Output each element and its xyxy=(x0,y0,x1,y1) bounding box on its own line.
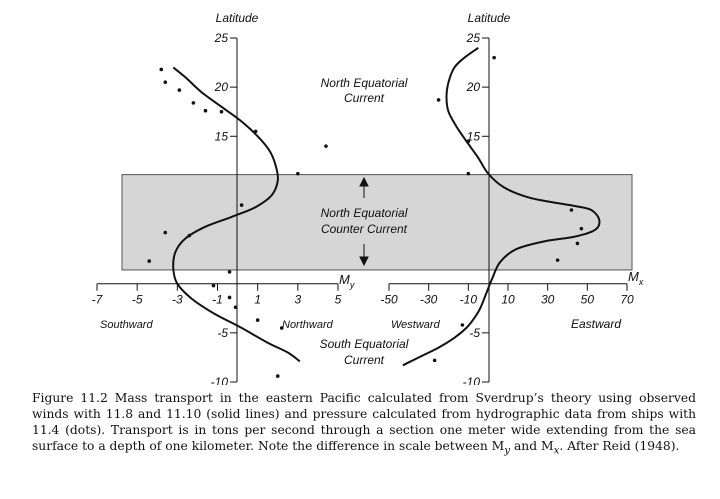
mx-axis-label: Mx xyxy=(628,269,644,287)
my-x-tick-label: 1 xyxy=(254,293,261,307)
counter-current-band xyxy=(121,174,633,271)
my-y-tick-label: 25 xyxy=(214,31,229,45)
my-y-tick-label: -10 xyxy=(211,375,229,385)
my-data-point xyxy=(324,144,328,148)
counter-current-line1: North Equatorial xyxy=(321,206,408,220)
mx-x-tick-label: -50 xyxy=(380,293,398,307)
my-data-point xyxy=(219,109,224,114)
mx-x-tick-label: 50 xyxy=(581,293,595,307)
my-data-point xyxy=(239,203,244,207)
counter-current-line2: Counter Current xyxy=(321,222,408,236)
westward-label: Westward xyxy=(391,319,441,331)
my-data-point xyxy=(163,80,168,85)
mx-x-tick-label: -30 xyxy=(420,293,438,307)
eastward-label: Eastward xyxy=(571,317,621,331)
figure-caption: Figure 11.2 Mass transport in the easter… xyxy=(32,390,696,458)
caption-text: Figure 11.2 Mass transport in the easter… xyxy=(32,391,696,453)
mx-sverdrup-line xyxy=(402,46,601,367)
my-x-tick-label: -1 xyxy=(212,293,223,307)
my-y-tick-label: -5 xyxy=(217,326,228,340)
my-data-point xyxy=(233,305,238,310)
my-data-point xyxy=(275,374,280,378)
my-data-point xyxy=(177,88,182,92)
my-data-point xyxy=(255,318,260,322)
right-latitude-label: Latitude xyxy=(468,11,511,25)
mx-data-point xyxy=(432,358,437,363)
northward-label: Northward xyxy=(282,319,334,331)
mx-data-point xyxy=(579,226,584,231)
mx-y-tick-label: 25 xyxy=(466,31,481,45)
north-equatorial-current-line2: Current xyxy=(344,91,385,105)
mx-panel: -50 -30 -10 10 30 50 70 25 20 15 -5 -10 xyxy=(380,31,634,385)
caption-and: and M xyxy=(510,439,554,453)
my-data-point xyxy=(227,270,232,274)
mx-data-point xyxy=(466,139,471,143)
mx-data-point xyxy=(555,258,560,262)
my-panel: -7 -5 -3 -1 1 3 5 25 20 15 -5 -10 xyxy=(92,31,342,385)
mx-x-tick-label: -10 xyxy=(460,293,478,307)
my-x-tick-label: -3 xyxy=(172,293,183,307)
south-equatorial-current-line1: South Equatorial xyxy=(320,337,409,351)
mx-data-point xyxy=(466,171,471,176)
my-data-point xyxy=(191,101,196,105)
mx-data-point xyxy=(575,241,580,246)
caption-mx-sub: x xyxy=(553,444,560,457)
south-equatorial-current-line2: Current xyxy=(344,353,385,367)
mx-data-point xyxy=(460,323,465,327)
my-x-tick-label: -7 xyxy=(92,293,104,307)
my-data-point xyxy=(227,295,232,300)
caption-end: . After Reid (1948). xyxy=(559,439,680,453)
mx-x-tick-label: 70 xyxy=(620,293,634,307)
my-y-tick-label: 15 xyxy=(215,129,229,143)
mass-transport-figure: -7 -5 -3 -1 1 3 5 25 20 15 -5 -10 -50 -30 -10 10 30 50 70… xyxy=(92,11,644,385)
my-data-point xyxy=(147,259,152,263)
my-data-point xyxy=(203,108,208,113)
my-data-point xyxy=(253,129,258,134)
my-data-point xyxy=(296,171,300,176)
mx-y-tick-label: 20 xyxy=(466,80,481,94)
mx-data-point xyxy=(436,98,441,102)
southward-label: Southward xyxy=(100,319,153,331)
mx-y-tick-label: 15 xyxy=(467,129,481,143)
my-data-point xyxy=(211,283,216,288)
mx-data-point xyxy=(492,55,496,60)
my-x-tick-label: 3 xyxy=(294,293,301,307)
mx-y-tick-label: -10 xyxy=(463,375,481,385)
my-data-point xyxy=(163,230,168,235)
mx-x-tick-label: 10 xyxy=(501,293,515,307)
my-data-point xyxy=(187,233,192,238)
my-x-tick-label: -5 xyxy=(132,293,143,307)
my-x-tick-label: 5 xyxy=(335,293,342,307)
mx-x-tick-label: 30 xyxy=(541,293,555,307)
my-axis-label: My xyxy=(339,272,355,290)
my-data-point xyxy=(159,67,164,72)
mx-data-point xyxy=(569,208,574,212)
my-sverdrup-line xyxy=(172,66,301,363)
up-arrow-head xyxy=(359,176,369,187)
down-arrow-head xyxy=(359,256,369,267)
north-equatorial-current-line1: North Equatorial xyxy=(321,76,408,90)
my-data-point xyxy=(279,326,284,330)
mx-y-tick-label: -5 xyxy=(469,326,480,340)
caption-my-sub: y xyxy=(504,444,511,457)
left-latitude-label: Latitude xyxy=(216,11,259,25)
my-y-tick-label: 20 xyxy=(214,80,229,94)
band-arrows xyxy=(359,176,369,267)
